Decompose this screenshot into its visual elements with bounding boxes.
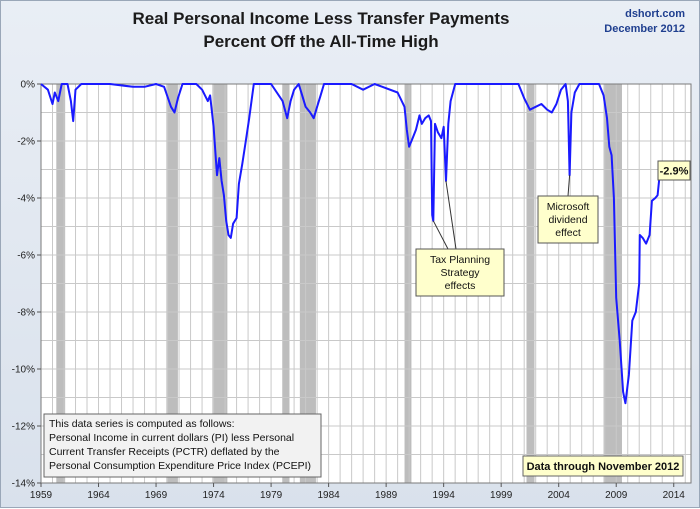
tax-planning-callout-line: effects [445,280,476,292]
x-tick-label: 1999 [490,490,513,501]
x-tick-label: 1989 [375,490,398,501]
latest-value-callout-box [657,160,691,181]
x-tick-label: 2004 [548,490,571,501]
x-tick-label: 1984 [317,490,340,501]
microsoft-callout-line: Microsoft [547,201,590,213]
y-tick-label: -8% [17,308,35,319]
chart-title-line1: Real Personal Income Less Transfer Payme… [132,9,510,28]
methodology-note-line: Current Transfer Receipts (PCTR) deflate… [49,446,280,458]
methodology-note-line: Personal Consumption Expenditure Price I… [49,460,311,472]
microsoft-callout-box [537,195,599,244]
x-tick-label: 1959 [30,490,53,501]
y-tick-label: -4% [17,194,35,205]
x-tick-label: 1994 [433,490,456,501]
y-tick-label: -10% [12,365,35,376]
data-through-text: Data through November 2012 [527,461,680,473]
microsoft-callout-line: effect [555,227,581,239]
microsoft-leader [567,175,571,197]
y-tick-label: -2% [17,137,35,148]
series-line [40,83,662,405]
microsoft-callout-line: dividend [548,214,587,226]
methodology-note-line: Personal Income in current dollars (PI) … [49,432,294,444]
x-tick-label: 1964 [87,490,110,501]
x-tick-label: 1974 [202,490,225,501]
tax-planning-callout-box [415,248,505,297]
latest-value-callout-text: -2.9% [660,166,689,178]
tax-planning-callout-line: Tax Planning [430,254,490,266]
y-tick-label: -6% [17,251,35,262]
x-tick-label: 2009 [605,490,628,501]
y-tick-label: 0% [21,80,36,91]
methodology-note-box [43,413,322,478]
tax-planning-leader-2 [445,180,457,250]
x-tick-label: 1979 [260,490,283,501]
source-date: December 2012 [604,23,685,35]
x-tick-label: 1969 [145,490,168,501]
plot-border [40,83,692,484]
y-tick-label: -12% [12,422,35,433]
chart-title-line2: Percent Off the All-Time High [203,32,439,51]
chart-title: Real Personal Income Less Transfer Payme… [1,7,641,53]
source-site: dshort.com [625,8,685,20]
x-tick-label: 2014 [663,490,686,501]
data-through-box [522,455,684,477]
y-tick-label: -14% [12,479,35,490]
source-credit: dshort.com December 2012 [604,7,685,37]
tax-planning-leader-1 [432,220,449,250]
tax-planning-callout-line: Strategy [440,267,480,279]
methodology-note-line: This data series is computed as follows: [49,418,235,430]
